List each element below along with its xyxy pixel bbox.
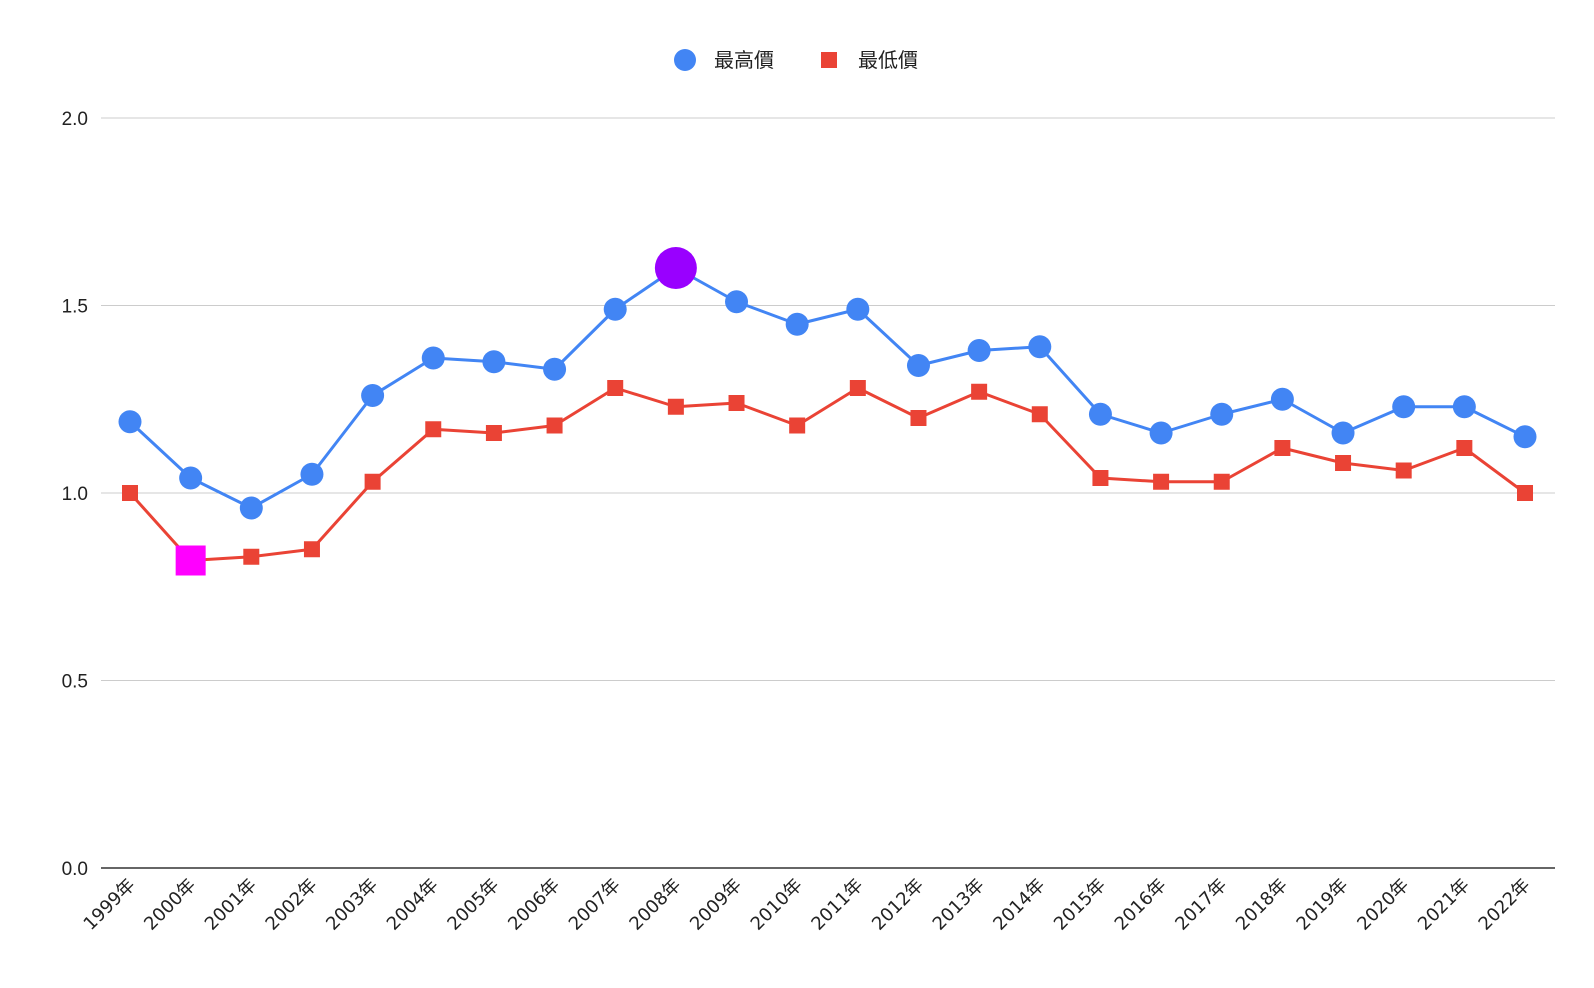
y-tick-label: 0.5 bbox=[62, 672, 88, 693]
data-point-max bbox=[1513, 425, 1537, 449]
data-point-min bbox=[971, 383, 988, 400]
data-point-min bbox=[1395, 462, 1412, 479]
data-point-max bbox=[1210, 402, 1234, 426]
y-tick-label: 1.0 bbox=[62, 484, 88, 505]
x-axis-tick-labels: 1999年 2000年 2001年 2002年 2003年 2004年 2005年 2006年… bbox=[80, 875, 1535, 935]
legend-marker-min bbox=[821, 52, 837, 68]
data-point-max bbox=[906, 354, 930, 377]
data-point-max bbox=[482, 350, 506, 374]
data-point-max bbox=[1270, 387, 1294, 411]
x-tick-label: 2022年 bbox=[1475, 875, 1535, 935]
x-tick-label: 1999年 bbox=[80, 875, 140, 935]
series-line-min bbox=[128, 386, 1526, 562]
y-axis-tick-labels: 0.0 0.5 1.0 1.5 2.0 bbox=[62, 109, 88, 880]
data-point-min bbox=[122, 485, 138, 501]
x-tick-label: 2013年 bbox=[929, 875, 989, 935]
legend-label-min: 最低價 bbox=[858, 48, 918, 72]
data-point-min bbox=[607, 380, 624, 396]
data-point-max bbox=[1088, 402, 1112, 426]
data-point-max bbox=[846, 297, 870, 321]
data-point-min bbox=[910, 410, 927, 426]
data-point-max bbox=[300, 462, 324, 486]
x-tick-label: 2004年 bbox=[383, 875, 443, 935]
data-point-min bbox=[425, 421, 442, 438]
x-tick-label: 2018年 bbox=[1232, 875, 1292, 935]
data-point-min bbox=[1092, 470, 1109, 486]
x-tick-label: 2006年 bbox=[504, 875, 564, 935]
data-point-min bbox=[1335, 455, 1352, 471]
x-tick-label: 2020年 bbox=[1353, 875, 1413, 935]
data-point-max bbox=[1392, 395, 1416, 419]
data-point-max bbox=[1028, 335, 1052, 359]
y-tick-label: 2.0 bbox=[62, 109, 88, 130]
x-tick-label: 2005年 bbox=[443, 875, 503, 935]
data-point-min bbox=[849, 380, 866, 396]
data-point-min bbox=[243, 548, 260, 565]
data-point-max bbox=[118, 410, 142, 434]
x-tick-label: 2014年 bbox=[989, 875, 1049, 935]
x-tick-label: 2008年 bbox=[625, 875, 685, 935]
data-point-max bbox=[967, 339, 991, 362]
data-point-min bbox=[364, 473, 381, 490]
data-point-min bbox=[1213, 473, 1230, 490]
x-tick-label: 2016年 bbox=[1111, 875, 1171, 935]
x-tick-label: 2010年 bbox=[747, 875, 807, 935]
data-point-max bbox=[725, 290, 749, 314]
x-tick-label: 2000年 bbox=[140, 875, 200, 935]
series-lines bbox=[128, 266, 1526, 562]
x-tick-label: 2001年 bbox=[201, 875, 261, 935]
x-tick-label: 2017年 bbox=[1171, 875, 1231, 935]
x-tick-label: 2009年 bbox=[686, 875, 746, 935]
series-line-max bbox=[128, 266, 1526, 510]
data-point-max bbox=[239, 496, 263, 520]
legend-label-max: 最高價 bbox=[714, 48, 774, 72]
data-point-min bbox=[1153, 473, 1170, 490]
x-tick-label: 2012年 bbox=[868, 875, 928, 935]
x-tick-label: 2015年 bbox=[1050, 875, 1110, 935]
data-point-min bbox=[667, 398, 684, 415]
legend: 最高價 最低價 bbox=[674, 48, 918, 72]
data-point-min bbox=[303, 541, 320, 558]
x-tick-label: 2007年 bbox=[565, 875, 625, 935]
x-tick-label: 2003年 bbox=[322, 875, 382, 935]
data-point-max bbox=[785, 312, 809, 336]
data-point-min bbox=[546, 417, 563, 434]
data-point-max bbox=[361, 384, 385, 407]
legend-marker-max bbox=[674, 49, 696, 71]
series-markers bbox=[118, 247, 1537, 576]
data-point-min bbox=[728, 395, 745, 411]
data-point-min bbox=[1274, 440, 1291, 456]
x-tick-label: 2002年 bbox=[262, 875, 322, 935]
data-point-min bbox=[1456, 440, 1473, 456]
highlight-point-max bbox=[654, 247, 697, 289]
data-point-min bbox=[1517, 485, 1533, 501]
y-tick-label: 1.5 bbox=[62, 297, 88, 318]
data-point-min bbox=[1031, 406, 1048, 423]
gridlines bbox=[101, 117, 1555, 681]
data-point-max bbox=[543, 357, 567, 381]
data-point-max bbox=[1452, 395, 1476, 419]
x-tick-label: 2011年 bbox=[807, 875, 867, 935]
data-point-max bbox=[179, 466, 203, 490]
data-point-max bbox=[1331, 421, 1355, 445]
x-tick-label: 2019年 bbox=[1293, 875, 1353, 935]
x-tick-label: 2021年 bbox=[1414, 875, 1474, 935]
highlight-point-min bbox=[175, 545, 206, 576]
data-point-min bbox=[485, 425, 502, 441]
data-point-max bbox=[421, 346, 445, 370]
data-point-max bbox=[603, 297, 627, 321]
y-tick-label: 0.0 bbox=[62, 859, 88, 880]
data-point-max bbox=[1149, 421, 1173, 445]
data-point-min bbox=[789, 417, 806, 434]
